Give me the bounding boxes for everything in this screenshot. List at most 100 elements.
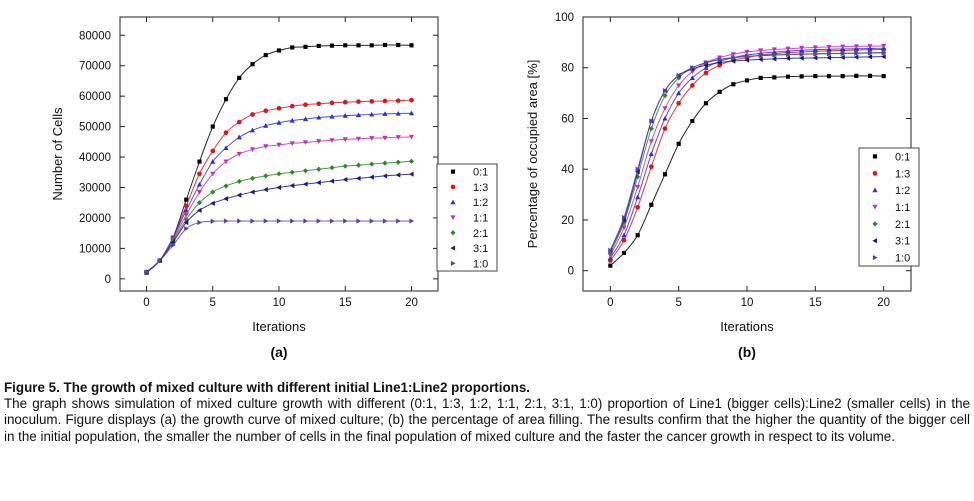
panel-b-ytick-label: 40 — [561, 164, 574, 176]
panel-b-data-point — [690, 118, 695, 124]
panel-a-ytick-label: 40000 — [79, 152, 111, 164]
panel-a-ytick-label: 20000 — [79, 213, 111, 225]
panel-b-data-point — [758, 56, 763, 62]
panel-a-data-point — [289, 183, 295, 189]
panel-a-data-point — [356, 99, 361, 104]
panel-a-data-point — [329, 113, 335, 119]
panel-b-data-point — [676, 100, 682, 106]
panel-b-legend-label: 1:0 — [895, 253, 910, 265]
panel-a-legend-marker — [450, 184, 456, 190]
panel-b-data-point — [635, 233, 640, 238]
panel-a-data-point — [223, 159, 229, 165]
panel-b-legend-label: 1:3 — [895, 168, 910, 180]
panel-b-legend-label: 1:1 — [895, 202, 910, 214]
panel-a-data-point — [263, 123, 269, 128]
panel-a-ytick-label: 10000 — [79, 243, 111, 255]
panel-b-data-point — [812, 55, 818, 61]
panel-a-data-point — [303, 218, 309, 224]
panel-a-data-point — [263, 173, 269, 179]
panel-b-data-point — [813, 51, 818, 57]
panel-a-series-1-1 — [143, 134, 415, 275]
panel-b-label: (b) — [738, 344, 756, 360]
panel-b-data-point — [635, 204, 641, 210]
panel-b-data-point — [621, 217, 627, 223]
panel-a-data-point — [197, 159, 202, 164]
panel-a-data-point — [329, 138, 335, 143]
panel-a-data-point — [196, 200, 203, 206]
panel-a-series-line — [146, 44, 412, 274]
panel-b-data-point — [621, 250, 627, 256]
panel-b-data-point — [854, 73, 859, 78]
panel-a-data-point — [329, 100, 335, 106]
panel-b-xtick-label: 20 — [877, 297, 890, 309]
panel-b-data-point — [758, 75, 763, 80]
panel-a-data-point — [250, 112, 255, 117]
panel-a-data-point — [197, 219, 203, 226]
panel-b-data-point — [799, 51, 805, 57]
panel-a-data-point — [302, 168, 309, 174]
panel-a-data-point — [369, 161, 375, 167]
panel-a-data-point — [382, 173, 388, 179]
panel-a-data-point — [237, 218, 242, 224]
panel-b-data-point — [785, 74, 791, 79]
caption-title: Figure 5. The growth of mixed culture wi… — [4, 380, 530, 395]
panel-b-data-point — [703, 62, 709, 68]
panel-a-legend-label: 1:0 — [473, 258, 488, 270]
figure-canvas: 0 5 10 15 2001000020000300004000050000600007… — [50, 12, 920, 360]
panel-a-data-point — [250, 218, 256, 224]
panel-a-ytick-label: 0 — [105, 274, 111, 286]
panel-a-data-point — [408, 134, 415, 140]
figure-caption: Figure 5. The growth of mixed culture wi… — [4, 380, 970, 445]
panel-b-data-point — [690, 65, 695, 71]
panel-b-data-point — [717, 60, 722, 66]
panel-b-data-point — [867, 44, 873, 49]
panel-b-data-point — [881, 43, 887, 49]
panel-a-data-point — [342, 113, 348, 118]
panel-b-data-point — [744, 49, 750, 55]
panel-b-data-point — [607, 253, 613, 259]
panel-b-data-point — [621, 214, 627, 221]
panel-b-data-point — [731, 82, 736, 87]
panel-a-data-point — [223, 145, 229, 150]
panel-a-data-point — [210, 148, 216, 154]
panel-b-data-point — [758, 52, 764, 59]
panel-a-ytick-label: 50000 — [79, 122, 111, 134]
caption-body: The graph shows simulation of mixed cult… — [4, 396, 970, 444]
panel-b-data-point — [703, 60, 709, 66]
panel-a-data-point — [342, 176, 348, 183]
panel-a-legend-label: 1:1 — [473, 213, 488, 225]
panel-b-data-point — [635, 166, 641, 172]
panel-a-xtick-label: 0 — [143, 297, 149, 309]
panel-b-ytick-label: 80 — [561, 63, 574, 75]
panel-b-data-point — [621, 237, 627, 243]
panel-a-data-point — [289, 169, 295, 175]
panel-a-ytick-label: 70000 — [79, 61, 111, 73]
panel-b-data-point — [853, 54, 859, 60]
panel-a-series-1-3 — [144, 97, 414, 275]
panel-a-legend-marker — [450, 260, 456, 266]
panel-b-data-point — [744, 57, 750, 63]
panel-a-data-point — [290, 45, 295, 50]
panel-a-plot: 0 5 10 15 20 0 10000 20000 30000 40000 50000 60000 7… — [50, 16, 498, 360]
panel-b-data-point — [703, 101, 709, 106]
panel-a-legend-box — [436, 163, 498, 272]
panel-b-data-point — [840, 50, 846, 57]
panel-b-data-point — [813, 74, 818, 79]
panel-a-data-point — [382, 160, 388, 166]
panel-a-data-point — [263, 108, 269, 114]
panel-b-legend-marker — [872, 238, 878, 244]
panel-a-data-point — [276, 48, 282, 53]
panel-a-data-point — [210, 200, 215, 206]
panel-a-data-point — [329, 178, 335, 184]
panel-a-data-point — [329, 218, 335, 224]
panel-a-data-point — [289, 141, 295, 146]
panel-a-data-point — [183, 212, 189, 218]
panel-a-data-point — [382, 218, 388, 224]
panel-b-data-point — [703, 70, 709, 76]
panel-a-data-point — [223, 183, 229, 189]
panel-b-data-point — [867, 54, 873, 60]
panel-b-legend-label: 0:1 — [895, 151, 910, 163]
panel-a-data-point — [183, 207, 189, 213]
panel-a-legend-marker — [450, 230, 456, 236]
panel-a-data-point — [210, 218, 216, 224]
